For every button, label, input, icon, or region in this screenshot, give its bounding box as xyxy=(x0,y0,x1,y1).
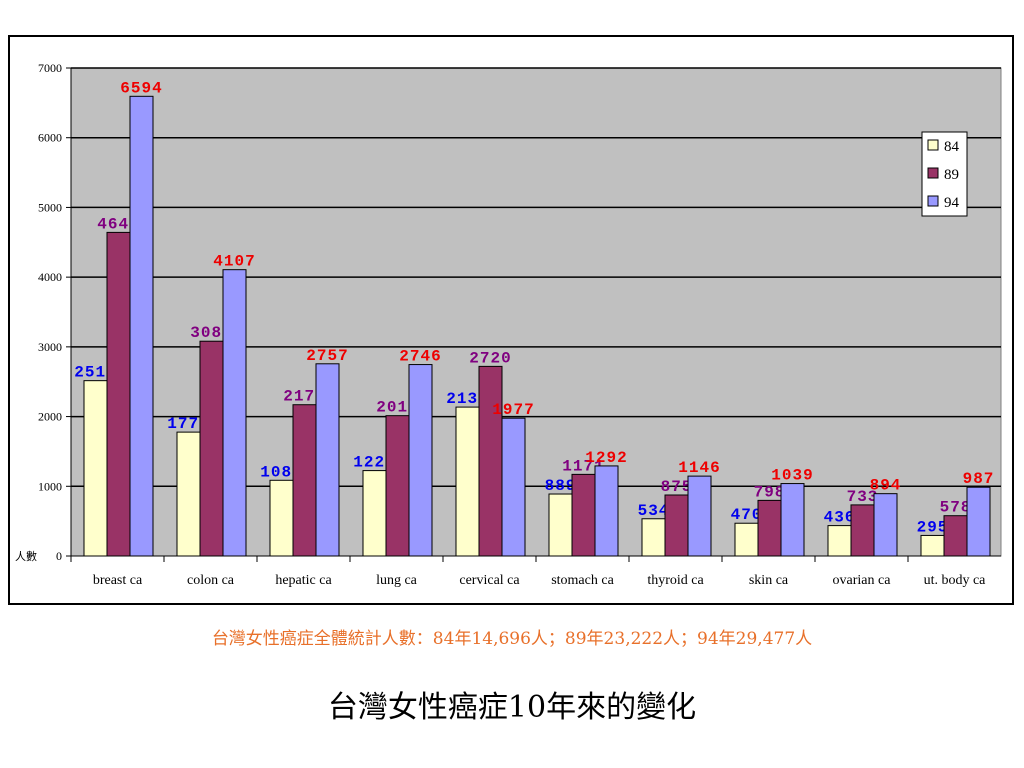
bar-89 xyxy=(664,494,689,557)
data-label: 295 xyxy=(917,518,949,536)
bar-84 xyxy=(362,470,387,557)
data-label: 2746 xyxy=(399,348,441,366)
x-tick-label: cervical ca xyxy=(459,573,520,588)
data-label: 1292 xyxy=(585,449,627,467)
bar-94 xyxy=(408,364,433,557)
page-title: 台灣女性癌症10年來的變化 xyxy=(327,690,697,725)
data-label: 1225 xyxy=(353,454,395,472)
data-label: 733 xyxy=(847,488,879,506)
x-tick-label: hepatic ca xyxy=(275,573,332,588)
bar-89 xyxy=(850,504,875,557)
data-label: 578 xyxy=(940,499,972,517)
bar-89 xyxy=(199,340,224,557)
y-tick-label: 2000 xyxy=(38,410,62,424)
bar-84 xyxy=(548,493,573,557)
data-label: 2757 xyxy=(306,347,348,365)
data-label: 1086 xyxy=(260,463,302,481)
data-label: 875 xyxy=(661,478,693,496)
data-label: 1171 xyxy=(562,457,604,475)
bar-94 xyxy=(873,493,898,557)
data-label: 470 xyxy=(731,506,763,524)
x-tick-label: stomach ca xyxy=(551,573,614,588)
bar-84 xyxy=(83,380,108,557)
data-label: 1146 xyxy=(678,459,720,477)
data-label: 2170 xyxy=(283,388,325,406)
bar-89 xyxy=(106,231,131,557)
y-tick-label: 3000 xyxy=(38,340,62,354)
legend-label: 94 xyxy=(944,195,960,211)
bar-84 xyxy=(455,406,480,557)
data-label: 987 xyxy=(963,470,995,488)
data-label: 894 xyxy=(870,477,902,495)
bar-94 xyxy=(129,95,154,557)
data-label: 4107 xyxy=(213,253,255,271)
chart-frame: 0 1000 2000 3000 4000 5000 6000 7000 人數 breast ca… xyxy=(8,35,1014,605)
bar-84 xyxy=(641,518,666,557)
data-label: 436 xyxy=(824,509,856,527)
y-tick-label: 7000 xyxy=(38,61,62,75)
y-tick-label: 5000 xyxy=(38,200,62,214)
data-label: 2720 xyxy=(469,349,511,367)
bar-94 xyxy=(966,486,991,557)
bar-84 xyxy=(920,534,945,557)
y-tick-label: 1000 xyxy=(38,479,62,493)
y-axis-label: 人數 xyxy=(15,550,37,563)
legend-swatch xyxy=(927,167,939,179)
data-label: 3081 xyxy=(190,324,232,342)
bar-94 xyxy=(594,465,619,557)
bar-89 xyxy=(292,404,317,557)
y-tick-label: 6000 xyxy=(38,131,62,145)
bar-94 xyxy=(687,475,712,557)
bar-chart: 0 1000 2000 3000 4000 5000 6000 7000 人數 breast ca… xyxy=(15,61,1002,588)
bar-84 xyxy=(269,479,294,557)
bar-94 xyxy=(222,269,247,557)
bar-89 xyxy=(478,365,503,557)
bar-94 xyxy=(780,483,805,557)
bar-89 xyxy=(571,473,596,557)
x-tick-label: colon ca xyxy=(187,573,235,588)
data-label: 798 xyxy=(754,483,786,501)
bar-94 xyxy=(501,417,526,557)
bar-84 xyxy=(176,431,201,557)
x-tick-label: ut. body ca xyxy=(924,573,987,588)
y-tick-label: 0 xyxy=(56,549,62,563)
bar-84 xyxy=(734,522,759,557)
data-label: 889 xyxy=(545,477,577,495)
x-tick-label: lung ca xyxy=(376,573,418,588)
data-label: 4642 xyxy=(97,215,139,233)
data-label: 1777 xyxy=(167,415,209,433)
legend-swatch xyxy=(927,139,939,151)
bar-89 xyxy=(757,499,782,557)
y-tick-label: 4000 xyxy=(38,270,62,284)
data-label: 1039 xyxy=(771,467,813,485)
data-label: 2013 xyxy=(376,399,418,417)
legend-swatch xyxy=(927,195,939,207)
data-label: 2136 xyxy=(446,390,488,408)
x-tick-label: thyroid ca xyxy=(647,573,704,588)
summary-text: 台灣女性癌症全體統計人數：84年14,696人；89年23,222人；94年29… xyxy=(211,629,813,649)
data-label: 534 xyxy=(638,502,670,520)
data-label: 1977 xyxy=(492,401,534,419)
x-tick-label: skin ca xyxy=(749,573,789,588)
x-tick-label: ovarian ca xyxy=(833,573,892,588)
bar-89 xyxy=(385,415,410,557)
x-tick-label: breast ca xyxy=(93,573,143,588)
data-label: 2515 xyxy=(74,364,116,382)
bar-89 xyxy=(943,515,968,557)
legend-label: 89 xyxy=(944,167,959,183)
data-label: 6594 xyxy=(120,79,162,97)
bar-94 xyxy=(315,363,340,557)
bar-84 xyxy=(827,525,852,557)
legend-label: 84 xyxy=(944,139,960,155)
